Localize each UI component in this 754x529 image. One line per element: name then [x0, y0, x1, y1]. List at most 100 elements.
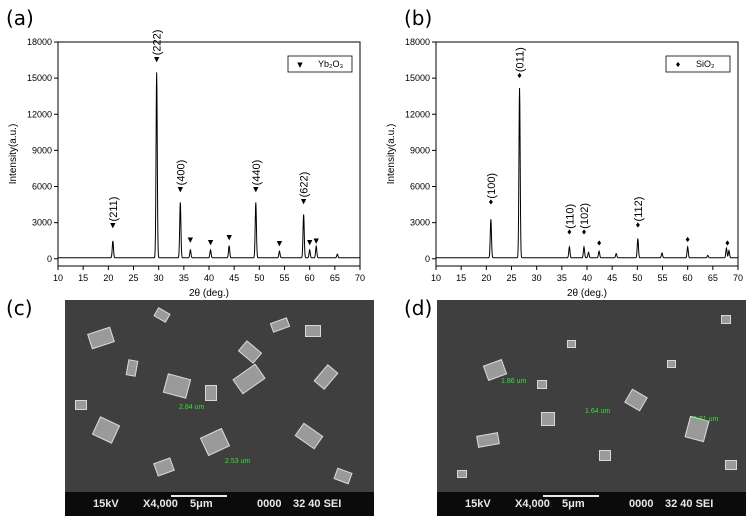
peak-hkl-label: (112): [633, 197, 645, 222]
sem-kv: 15kV: [465, 498, 491, 510]
particle: [725, 460, 737, 470]
y-tick-label: 0: [425, 254, 430, 264]
plot-frame: [57, 41, 361, 267]
peak-hkl-label: (211): [108, 197, 120, 222]
legend-label: SiO₂: [696, 59, 715, 69]
peak-marker: ▼: [253, 185, 259, 193]
x-tick-label: 30: [154, 273, 164, 283]
x-tick-label: 25: [506, 273, 516, 283]
particle: [305, 325, 321, 337]
x-tick-label: 25: [128, 273, 138, 283]
peak-hkl-label: (102): [579, 203, 591, 229]
peak-marker: ♦: [724, 240, 730, 248]
peak-marker: ♦: [685, 236, 691, 244]
sem-scale: 5μm: [190, 498, 213, 510]
particle: [205, 385, 217, 401]
peak-marker: ♦: [596, 240, 602, 248]
y-tick-label: 0: [47, 254, 52, 264]
particle: [162, 373, 192, 399]
peak-marker: ▼: [154, 55, 160, 63]
panel-d-label: (d): [404, 296, 433, 320]
x-axis-label: 2θ (deg.): [567, 288, 607, 299]
sem-info-bar: 15kV X4,000 5μm 0000 32 40 SEI: [437, 492, 746, 516]
xrd-chart-sio2: 10 15 20 25 30 35 40 45 50 55 60 65 70 0 3000 6000 9000 1…: [386, 37, 743, 299]
y-tick-label: 3000: [410, 218, 430, 228]
y-tick-label: 15000: [27, 73, 52, 83]
x-tick-label: 20: [481, 273, 491, 283]
x-tick-label: 20: [103, 273, 113, 283]
measurement-label: 1.64 um: [585, 408, 611, 415]
peak-marker: ♦: [488, 199, 494, 207]
x-tick-label: 40: [582, 273, 592, 283]
sem-working-distance: 32 40 SEI: [665, 498, 714, 510]
sem-magnification: X4,000: [515, 498, 550, 510]
particle: [269, 317, 291, 333]
y-tick-label: 3000: [32, 218, 52, 228]
particle: [457, 470, 467, 478]
panel-a-label: (a): [6, 6, 34, 30]
legend-label: Yb₂O₃: [318, 59, 344, 69]
y-tick-label: 18000: [405, 37, 430, 47]
x-tick-label: 70: [355, 273, 365, 283]
particle: [75, 400, 87, 410]
peak-marker: ♦: [516, 72, 522, 80]
y-tick-label: 15000: [405, 73, 430, 83]
legend-marker: ▼: [297, 61, 303, 69]
particle: [313, 364, 339, 390]
particle: [153, 307, 171, 323]
x-tick-label: 35: [557, 273, 567, 283]
particle: [567, 340, 576, 348]
sem-image-sio2: 1.86 um 1.64 um 2.81 um 15kV X4,000 5μm …: [437, 300, 746, 516]
particle: [667, 360, 676, 368]
peak-hkl-label: (440): [251, 160, 263, 186]
peak-marker: ▼: [208, 238, 214, 246]
peak-marker: ▼: [277, 240, 283, 248]
particle: [87, 326, 115, 350]
particle: [599, 450, 611, 461]
legend-box: [287, 55, 353, 73]
particle: [153, 457, 175, 477]
sem-image-yb2o3: 2.84 um 2.53 um 15kV X4,000 5μm 0000 32 …: [65, 300, 374, 516]
xrd-chart-yb2o3: 10 15 20 25 30 35 40 45 50 55 60 65 70 0 3000 6000 9000 1…: [8, 30, 365, 299]
x-tick-label: 55: [657, 273, 667, 283]
peak-marker: ▼: [307, 238, 313, 246]
x-tick-label: 15: [78, 273, 88, 283]
peak-marker: ▼: [188, 236, 194, 244]
particle: [91, 416, 121, 444]
xrd-series-line: [436, 87, 738, 259]
x-tick-label: 35: [179, 273, 189, 283]
peak-marker: ▼: [110, 221, 116, 229]
x-tick-label: 65: [708, 273, 718, 283]
particle: [237, 340, 263, 364]
x-axis-label: 2θ (deg.): [189, 288, 229, 299]
peak-marker: ♦: [635, 221, 641, 229]
y-tick-label: 18000: [27, 37, 52, 47]
peak-marker: ▼: [314, 237, 320, 245]
scale-bar: [171, 495, 227, 497]
x-tick-label: 10: [53, 273, 63, 283]
y-tick-label: 9000: [32, 145, 52, 155]
y-tick-label: 12000: [27, 109, 52, 119]
sem-working-distance: 32 40 SEI: [293, 498, 342, 510]
particle: [232, 363, 266, 395]
xrd-series-line: [58, 72, 360, 259]
legend-marker: ♦: [675, 61, 681, 69]
x-tick-label: 40: [204, 273, 214, 283]
x-tick-label: 70: [733, 273, 743, 283]
x-tick-label: 45: [229, 273, 239, 283]
x-tick-label: 60: [683, 273, 693, 283]
particle: [476, 432, 500, 448]
particle: [624, 388, 648, 412]
measurement-label: 2.81 um: [693, 416, 719, 423]
legend-box: [665, 55, 731, 73]
peak-marker: ▼: [226, 234, 232, 242]
y-tick-label: 12000: [405, 109, 430, 119]
x-tick-label: 50: [632, 273, 642, 283]
sem-kv: 15kV: [93, 498, 119, 510]
peak-marker: ♦: [566, 229, 572, 237]
particle: [537, 380, 547, 389]
peak-hkl-label: (100): [486, 173, 498, 199]
sem-scale: 5μm: [562, 498, 585, 510]
x-tick-label: 15: [456, 273, 466, 283]
measurement-label: 2.53 um: [225, 458, 251, 465]
